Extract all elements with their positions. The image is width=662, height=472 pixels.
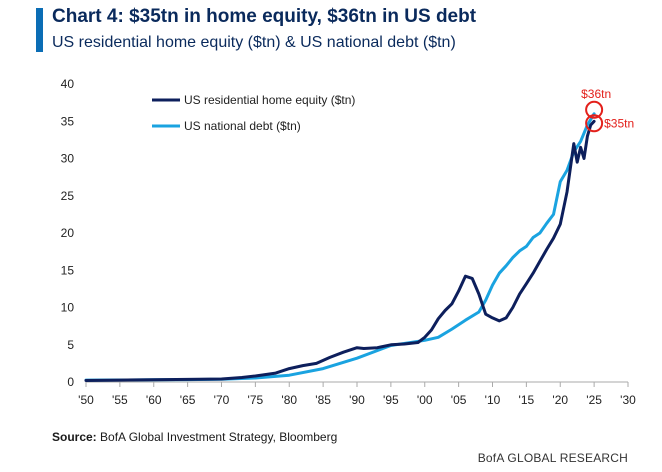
source-note: Source: BofA Global Investment Strategy,…: [52, 430, 337, 444]
x-tick-label: '00: [417, 393, 433, 407]
source-label: Source:: [52, 430, 97, 444]
legend-national-debt-label: US national debt ($tn): [184, 119, 301, 133]
x-tick-label: '10: [485, 393, 501, 407]
x-tick-label: '85: [315, 393, 331, 407]
chart-subtitle: US residential home equity ($tn) & US na…: [52, 34, 456, 51]
y-tick-label: 20: [61, 226, 75, 240]
x-tick-label: '70: [214, 393, 230, 407]
source-text: BofA Global Investment Strategy, Bloombe…: [100, 430, 338, 444]
x-tick-label: '65: [180, 393, 196, 407]
x-tick-label: '75: [248, 393, 264, 407]
title-accent-bar: [36, 8, 43, 52]
x-tick-label: '80: [281, 393, 297, 407]
y-tick-label: 30: [61, 152, 75, 166]
annotation-36tn-circle: [585, 100, 604, 119]
y-tick-label: 25: [61, 189, 75, 203]
brand-logo-text: BofA GLOBAL RESEARCH: [477, 451, 628, 465]
y-tick-label: 35: [61, 114, 75, 128]
x-tick-label: '20: [552, 393, 568, 407]
annotation-35tn-circle: [585, 114, 604, 133]
legend-home-equity-label: US residential home equity ($tn): [184, 93, 355, 107]
chart-title: Chart 4: $35tn in home equity, $36tn in …: [52, 6, 477, 27]
x-tick-label: '95: [383, 393, 399, 407]
x-tick-label: '55: [112, 393, 128, 407]
annotation-36tn-label: $36tn: [581, 87, 611, 101]
x-tick-label: '60: [146, 393, 162, 407]
y-tick-label: 5: [67, 338, 74, 352]
x-tick-label: '15: [519, 393, 535, 407]
annotation-35tn-label: $35tn: [604, 116, 634, 130]
home-equity-series-line: [84, 119, 596, 382]
national-debt-series-line: [84, 112, 596, 382]
x-tick-label: '25: [586, 393, 602, 407]
y-tick-label: 10: [61, 301, 75, 315]
x-tick-label: '50: [78, 393, 94, 407]
x-tick-label: '30: [620, 393, 636, 407]
y-tick-label: 40: [61, 77, 75, 91]
x-tick-label: '05: [451, 393, 467, 407]
y-tick-label: 15: [61, 263, 75, 277]
y-tick-label: 0: [67, 375, 74, 389]
x-tick-label: '90: [349, 393, 365, 407]
